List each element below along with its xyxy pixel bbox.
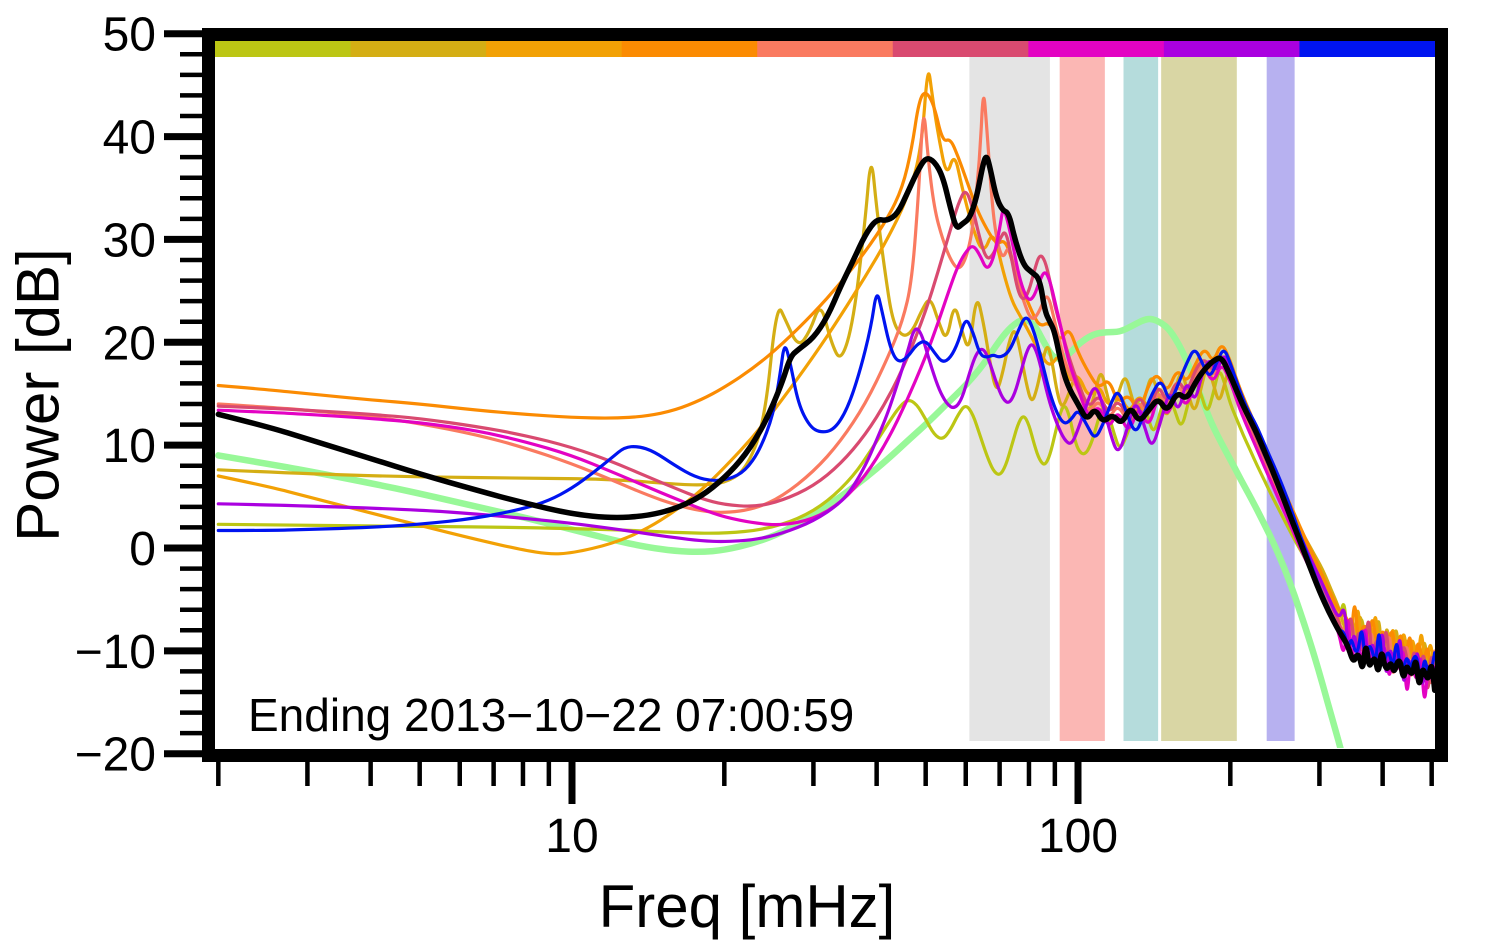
band-gray (969, 57, 1050, 741)
colorbar-segment-0 (215, 41, 352, 57)
curve-salmon (216, 96, 1435, 684)
x-tick-label: 10 (545, 810, 598, 863)
y-tick-label: 0 (129, 523, 156, 576)
curve-dark-orange (216, 91, 1435, 675)
x-tick-label: 100 (1038, 810, 1118, 863)
y-axis-title: Power [dB] (4, 248, 72, 542)
y-tick-label: 40 (103, 112, 156, 165)
y-tick-label: −10 (75, 626, 156, 679)
colorbar-segment-4 (757, 41, 894, 57)
colorbar-segment-6 (1028, 41, 1165, 57)
colorbar-segment-5 (892, 41, 1029, 57)
colorbar-segment-3 (621, 41, 758, 57)
ending-time-annotation: Ending 2013−10−22 07:00:59 (248, 689, 855, 741)
colorbar-segment-7 (1163, 41, 1301, 57)
y-tick-label: 30 (103, 214, 156, 267)
colorbar-segment-2 (486, 41, 623, 57)
curve-black-current (215, 154, 1435, 694)
y-tick-label: 20 (103, 317, 156, 370)
colorbar-segment-8 (1299, 41, 1436, 57)
plot-frame (202, 28, 1448, 762)
y-tick-label: 10 (103, 420, 156, 473)
y-tick-label: −20 (75, 729, 156, 782)
band-lavender (1266, 57, 1295, 741)
y-tick-label: 50 (103, 9, 156, 62)
colorbar-segment-1 (350, 41, 487, 57)
curve-orange (216, 72, 1435, 691)
x-axis-title: Freq [mHz] (598, 873, 896, 940)
